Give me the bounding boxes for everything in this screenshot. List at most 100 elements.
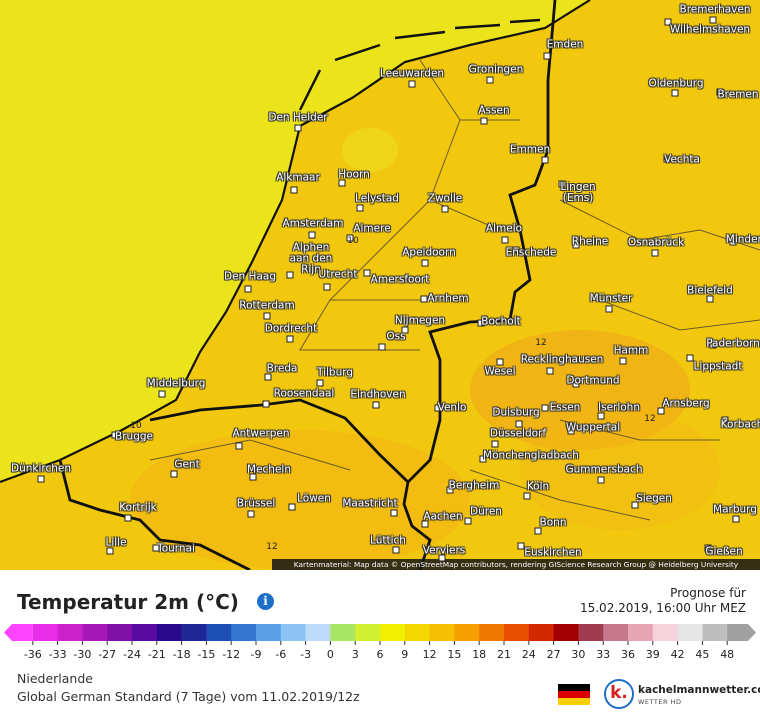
city-marker bbox=[543, 52, 551, 60]
city-label: Emmen bbox=[509, 143, 551, 156]
colorbar-band bbox=[82, 624, 108, 641]
isoline-label: 10 bbox=[130, 421, 142, 431]
city-label: Bonn bbox=[539, 516, 567, 529]
city-marker bbox=[558, 180, 566, 188]
city-marker bbox=[124, 514, 132, 522]
city-label: Bergheim bbox=[448, 479, 500, 492]
map[interactable]: Kartenmaterial: Map data © OpenStreetMap… bbox=[0, 0, 760, 570]
colorbar-band bbox=[32, 624, 59, 641]
colorbar-tick-label: -3 bbox=[300, 648, 311, 661]
city-label: Düren bbox=[470, 505, 502, 518]
city-marker bbox=[512, 246, 520, 254]
colorbar-band bbox=[156, 624, 183, 641]
city-marker bbox=[434, 404, 442, 412]
city-marker bbox=[290, 186, 298, 194]
colorbar-tick-label: 39 bbox=[646, 648, 660, 661]
city-label: Groningen bbox=[468, 63, 524, 76]
brand[interactable]: kachelmannwetter.com bbox=[638, 684, 760, 696]
city-marker bbox=[597, 412, 605, 420]
colorbar-band bbox=[628, 624, 654, 641]
isoline-label: 12 bbox=[644, 414, 656, 424]
city-marker bbox=[671, 89, 679, 97]
city-marker bbox=[262, 400, 270, 408]
city-label: Iserlohn bbox=[598, 401, 640, 414]
colorbar-tick-label: -9 bbox=[251, 648, 262, 661]
city-label: Amsterdam bbox=[282, 217, 344, 230]
city-label: Gießen bbox=[705, 545, 743, 558]
city-marker bbox=[721, 416, 729, 424]
city-marker bbox=[496, 358, 504, 366]
colorbar-tick-label: 36 bbox=[621, 648, 635, 661]
islands bbox=[298, 18, 541, 111]
colorbar-tick-label: -33 bbox=[49, 648, 67, 661]
colorbar-tick-label: -21 bbox=[148, 648, 166, 661]
city-label: Kortrijk bbox=[119, 501, 157, 514]
city-marker bbox=[308, 231, 316, 239]
city-marker bbox=[288, 503, 296, 511]
city-label: Wilhelmshaven bbox=[669, 23, 751, 36]
city-marker bbox=[346, 234, 354, 242]
city-label: Oss bbox=[386, 330, 406, 343]
colorbar-tick-label: -6 bbox=[275, 648, 286, 661]
colorbar-band bbox=[652, 624, 679, 641]
brand-sub: WETTER HD bbox=[638, 698, 682, 706]
city-marker bbox=[729, 238, 737, 246]
colorbar-band bbox=[578, 624, 604, 641]
info-icon[interactable]: i bbox=[257, 593, 274, 610]
city-label: Korbach bbox=[720, 418, 760, 431]
attribution: Kartenmaterial: Map data © OpenStreetMap… bbox=[272, 559, 760, 570]
city-label: Antwerpen bbox=[232, 427, 290, 440]
city-label: Bremerhaven bbox=[679, 3, 751, 16]
logo[interactable]: k. bbox=[604, 679, 634, 709]
colorbar-tick-label: 48 bbox=[720, 648, 734, 661]
city-marker bbox=[572, 241, 580, 249]
city-marker bbox=[286, 335, 294, 343]
lake bbox=[342, 128, 398, 172]
city-label: Siegen bbox=[636, 492, 672, 505]
city-marker bbox=[111, 431, 119, 439]
city-label: Aachen bbox=[423, 510, 463, 523]
colorbar-band bbox=[528, 624, 555, 641]
city-label: Bocholt bbox=[481, 315, 521, 328]
city-label: Enschede bbox=[505, 246, 557, 259]
colorbar-band bbox=[454, 624, 480, 641]
city-marker bbox=[264, 373, 272, 381]
city-marker bbox=[247, 510, 255, 518]
colorbar-band bbox=[504, 624, 530, 641]
city-label: Tournai bbox=[157, 542, 195, 555]
city-label: Recklinghausen bbox=[520, 353, 604, 366]
colorbar-tick-label: 3 bbox=[352, 648, 359, 661]
city-label: Alkmaar bbox=[276, 171, 320, 184]
city-marker bbox=[515, 420, 523, 428]
city-label: Duisburg bbox=[492, 406, 540, 419]
city-label: Apeldoorn bbox=[402, 246, 456, 259]
city-label: Middelburg bbox=[146, 377, 206, 390]
isoline-label: 12 bbox=[266, 542, 278, 552]
colorbar-band bbox=[231, 624, 257, 641]
city-marker bbox=[664, 18, 672, 26]
colorbar-band bbox=[132, 624, 158, 641]
forecast-time: 15.02.2019, 16:00 Uhr MEZ bbox=[579, 601, 746, 615]
city-marker bbox=[392, 546, 400, 554]
colorbar-tick-label: 42 bbox=[671, 648, 685, 661]
city-label: Leeuwarden bbox=[379, 67, 445, 80]
border bbox=[58, 459, 251, 570]
city-label: Arnsberg bbox=[662, 397, 710, 410]
city-label: Brugge bbox=[115, 430, 153, 443]
city-marker bbox=[605, 305, 613, 313]
colorbar-band bbox=[429, 624, 455, 641]
city-label: Düsseldorf bbox=[489, 427, 547, 440]
colorbar-tick-label: 21 bbox=[497, 648, 511, 661]
city-marker bbox=[37, 475, 45, 483]
city-label: Essen bbox=[549, 401, 581, 414]
city-label: Bielefeld bbox=[687, 284, 733, 297]
city-marker bbox=[441, 205, 449, 213]
city-label: Verviers bbox=[422, 544, 466, 557]
colorbar-tick-label: -27 bbox=[98, 648, 116, 661]
city-marker bbox=[464, 517, 472, 525]
colorbar: -36 -33 -30 -27 -24 -21 -18 -15 -12 -9 -6 -3 0 3 6 9 12 1… bbox=[4, 624, 756, 661]
city-marker bbox=[541, 404, 549, 412]
city-label: Lingen (Ems) bbox=[560, 181, 596, 204]
city-marker bbox=[263, 312, 271, 320]
